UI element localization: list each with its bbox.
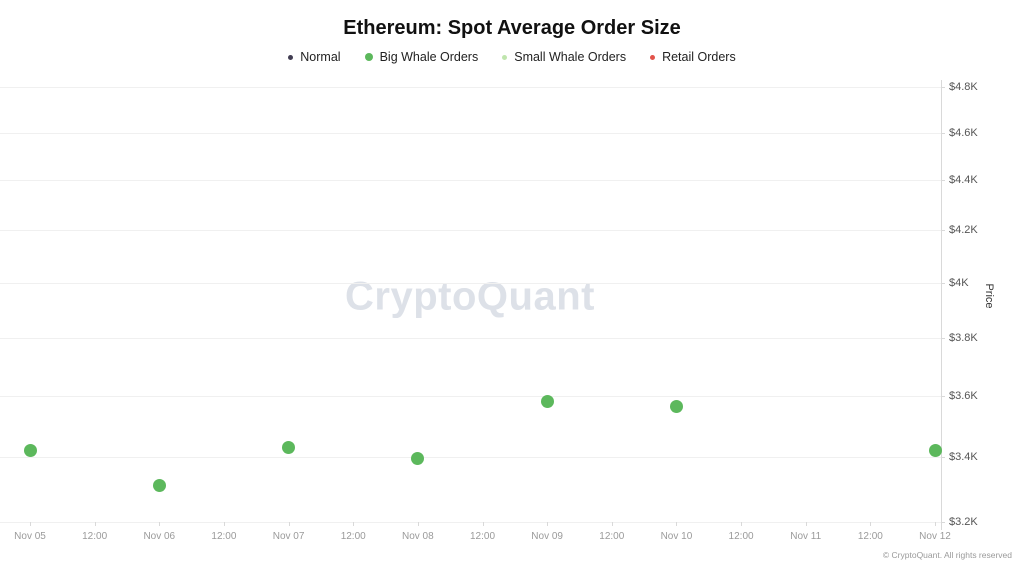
- data-point-big-whale-orders[interactable]: [411, 452, 425, 466]
- legend-label: Normal: [300, 50, 341, 64]
- x-tick-mark: [935, 522, 936, 526]
- legend-dot-normal: [288, 54, 294, 60]
- x-tick-mark: [353, 522, 355, 526]
- x-tick-mark: [417, 522, 419, 526]
- y-tick-label: $4.6K: [949, 126, 978, 139]
- x-tick-mark: [482, 522, 484, 526]
- legend-dot-small-whale-orders: [502, 54, 508, 60]
- y-tick-mark: [941, 180, 945, 182]
- x-tick-label: Nov 06: [143, 531, 176, 542]
- x-tick-label: Nov 09: [531, 531, 563, 542]
- legend-label: Big Whale Orders: [379, 50, 479, 64]
- legend-item-retail-orders[interactable]: Retail Orders: [650, 50, 736, 64]
- chart-title: Ethereum: Spot Average Order Size: [343, 17, 681, 39]
- legend-item-big-whale-orders[interactable]: Big Whale Orders: [364, 50, 479, 64]
- x-tick-mark: [676, 522, 678, 526]
- legend-dot-retail-orders: [650, 54, 656, 60]
- copyright: © CryptoQuant. All rights reserved: [882, 550, 1012, 560]
- x-tick-label: 12:00: [599, 531, 625, 542]
- x-tick-label: 12:00: [211, 531, 237, 542]
- x-tick-label: 12:00: [469, 531, 496, 542]
- y-tick-mark: [941, 132, 945, 134]
- x-tick-mark: [94, 522, 96, 526]
- data-point-big-whale-orders[interactable]: [23, 444, 37, 458]
- x-tick-label: Nov 05: [14, 531, 46, 542]
- y-tick-label: $3.8K: [949, 331, 978, 344]
- y-tick-mark: [941, 522, 945, 523]
- gridline: [0, 456, 941, 458]
- y-tick-label: $3.2K: [949, 516, 978, 528]
- y-tick-label: $3.4K: [949, 450, 978, 463]
- gridline: [0, 87, 941, 88]
- y-tick-mark: [941, 337, 945, 339]
- y-tick-mark: [941, 282, 945, 284]
- data-point-big-whale-orders[interactable]: [152, 479, 166, 493]
- x-tick-mark: [547, 522, 549, 526]
- x-tick-mark: [741, 522, 743, 526]
- data-point-big-whale-orders[interactable]: [282, 441, 296, 455]
- gridline: [0, 132, 941, 134]
- x-tick-label: Nov 10: [660, 531, 693, 542]
- legend-label: Small Whale Orders: [514, 50, 627, 64]
- x-tick-mark: [288, 522, 290, 526]
- y-axis-title: Price: [983, 283, 995, 309]
- x-tick-label: 12:00: [857, 531, 883, 542]
- x-tick-label: 12:00: [82, 531, 108, 542]
- y-tick-label: $4K: [949, 276, 969, 289]
- y-tick-label: $4.2K: [949, 224, 978, 237]
- data-point-big-whale-orders[interactable]: [928, 444, 942, 458]
- gridline: [0, 522, 941, 523]
- y-tick-label: $4.8K: [949, 81, 978, 93]
- gridline: [0, 395, 941, 397]
- x-tick-mark: [611, 522, 613, 526]
- legend-item-small-whale-orders[interactable]: Small Whale Orders: [502, 50, 626, 64]
- x-tick-mark: [223, 522, 225, 526]
- gridline: [0, 282, 941, 284]
- x-tick-label: Nov 11: [790, 531, 822, 542]
- y-tick-label: $3.6K: [949, 389, 978, 402]
- gridline: [0, 180, 941, 182]
- y-tick-mark: [941, 87, 945, 88]
- legend-dot-big-whale-orders: [364, 53, 373, 61]
- x-tick-mark: [805, 522, 807, 526]
- y-axis-line: [941, 80, 942, 530]
- watermark: CryptoQuant: [345, 274, 595, 319]
- gridline: [0, 230, 941, 232]
- x-tick-label: Nov 12: [919, 531, 951, 542]
- legend: Normal Big Whale Orders Small Whale Orders…: [0, 50, 1024, 64]
- data-point-big-whale-orders[interactable]: [669, 399, 683, 413]
- x-tick-mark: [159, 522, 161, 526]
- y-tick-mark: [941, 456, 945, 458]
- x-tick-mark: [870, 522, 872, 526]
- y-tick-mark: [941, 230, 945, 232]
- x-tick-label: Nov 07: [272, 531, 305, 542]
- legend-label: Retail Orders: [662, 50, 736, 64]
- x-tick-label: 12:00: [340, 531, 366, 542]
- y-tick-mark: [941, 395, 945, 397]
- data-point-big-whale-orders[interactable]: [540, 395, 554, 409]
- legend-item-normal[interactable]: Normal: [288, 50, 341, 64]
- gridline: [0, 337, 941, 339]
- y-tick-label: $4.4K: [949, 174, 978, 187]
- x-tick-mark: [30, 522, 31, 526]
- x-tick-label: 12:00: [728, 531, 754, 542]
- x-tick-label: Nov 08: [402, 531, 434, 542]
